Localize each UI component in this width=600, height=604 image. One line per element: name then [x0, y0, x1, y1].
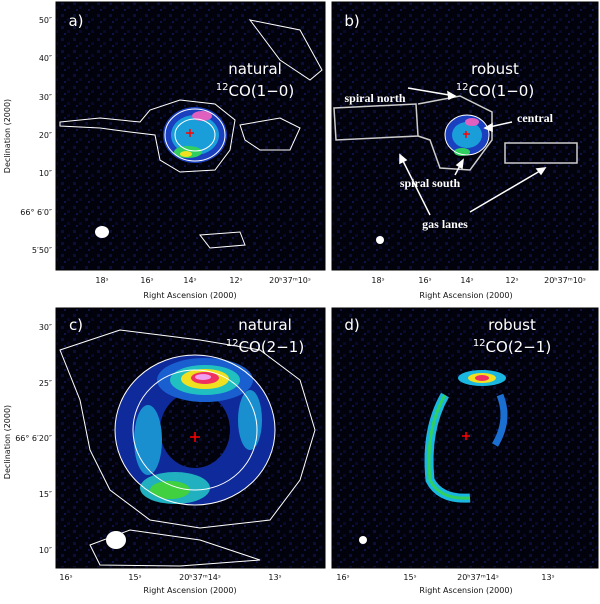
line-name: CO(1−0) [229, 82, 295, 100]
panel-label: b) [344, 12, 359, 30]
y-tick-label: 40″ [39, 54, 52, 63]
weighting: natural [228, 60, 282, 78]
transition: 12CO(2−1) [473, 338, 551, 356]
x-tick-label: 20ʰ37ᵐ10ˢ [544, 276, 586, 285]
y-tick-label: 15″ [39, 490, 52, 499]
isotope: 12 [226, 338, 239, 349]
y-tick-label: 66° 6′20″ [15, 434, 52, 443]
y-tick-label: 20″ [39, 131, 52, 140]
y-tick-label: 5′50″ [32, 246, 52, 255]
weighting: natural [238, 316, 292, 334]
x-tick-label: 12ˢ [505, 276, 518, 285]
line-name: CO(2−1) [486, 338, 552, 356]
x-axis-title: Right Ascension (2000) [419, 291, 512, 300]
x-axis-title: Right Ascension (2000) [143, 586, 236, 595]
x-tick-label: 16ˢ [336, 573, 349, 582]
transition: 12CO(1−0) [456, 82, 534, 100]
emission-b [333, 87, 578, 244]
x-tick-label: 14ˢ [183, 276, 196, 285]
panel-label: d) [344, 316, 359, 334]
isotope: 12 [473, 338, 486, 349]
line-name: CO(1−0) [469, 82, 535, 100]
isotope: 12 [456, 82, 469, 93]
emission-a [59, 19, 323, 249]
y-tick-label: 10″ [39, 169, 52, 178]
annotation: spiral south [400, 176, 461, 190]
x-tick-label: 15ˢ [403, 573, 416, 582]
emission-d [359, 370, 508, 544]
x-tick-label: 20ʰ37ᵐ10ˢ [269, 276, 311, 285]
y-axis-title: Declination (2000) [3, 405, 12, 479]
annotation: spiral north [344, 91, 405, 105]
x-axis-title: Right Ascension (2000) [143, 291, 236, 300]
image-d [331, 307, 599, 569]
weighting: robust [488, 316, 536, 334]
x-tick-label: 15ˢ [128, 573, 141, 582]
y-tick-label: 66° 6′0″ [20, 208, 52, 217]
x-tick-label: 18ˢ [95, 276, 108, 285]
annotation: gas lanes [422, 217, 468, 231]
annotation: central [517, 111, 554, 125]
y-tick-label: 25″ [39, 379, 52, 388]
x-tick-label: 12ˢ [229, 276, 242, 285]
x-tick-label: 16ˢ [140, 276, 153, 285]
x-tick-label: 18ˢ [371, 276, 384, 285]
isotope: 12 [216, 82, 229, 93]
y-tick-label: 30″ [39, 93, 52, 102]
x-tick-label: 13ˢ [541, 573, 554, 582]
x-tick-label: 20ʰ37ᵐ14ˢ [457, 573, 499, 582]
y-tick-label: 50″ [39, 16, 52, 25]
y-tick-label: 30″ [39, 323, 52, 332]
x-tick-label: 16ˢ [418, 276, 431, 285]
panel-label: c) [69, 316, 83, 334]
line-name: CO(2−1) [239, 338, 305, 356]
x-tick-label: 13ˢ [268, 573, 281, 582]
x-tick-label: 14ˢ [460, 276, 473, 285]
panel-label: a) [68, 12, 83, 30]
transition: 12CO(2−1) [226, 338, 304, 356]
x-axis-title: Right Ascension (2000) [419, 586, 512, 595]
x-tick-label: 16ˢ [59, 573, 72, 582]
y-axis-title: Declination (2000) [3, 99, 12, 173]
emission-c [59, 329, 316, 567]
transition: 12CO(1−0) [216, 82, 294, 100]
weighting: robust [471, 60, 519, 78]
y-tick-label: 10″ [39, 546, 52, 555]
x-tick-label: 20ʰ37ᵐ14ˢ [179, 573, 221, 582]
